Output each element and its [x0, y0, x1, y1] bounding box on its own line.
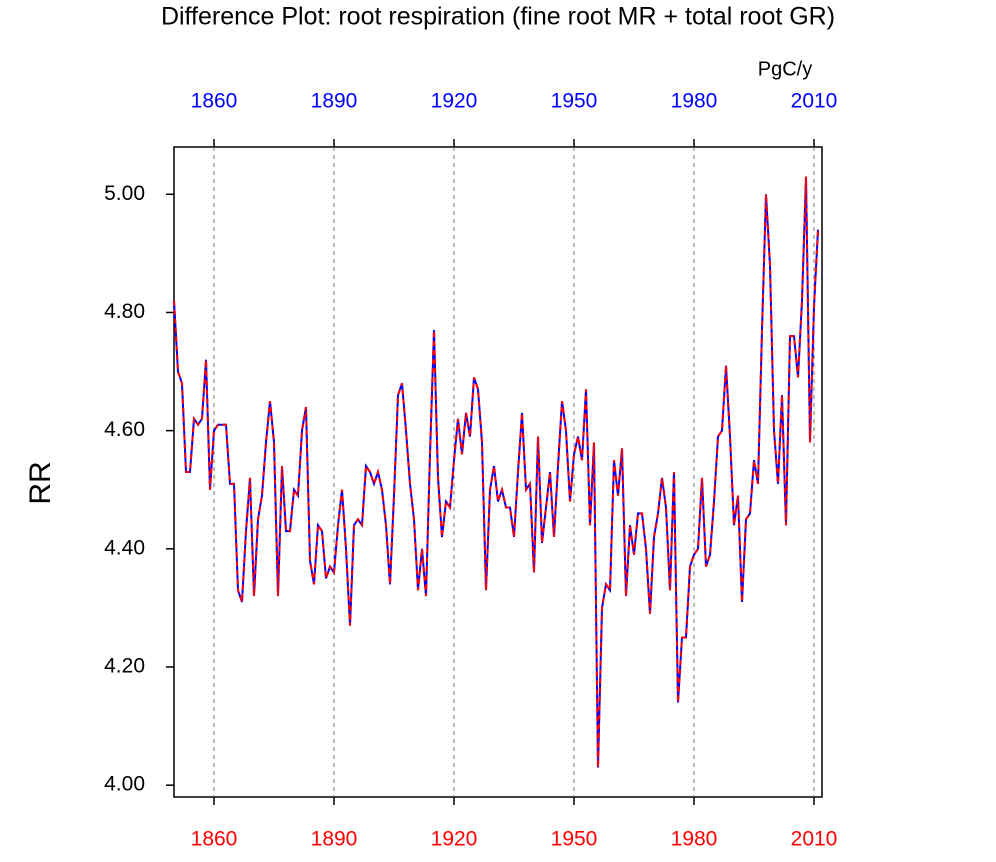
x-tick-label: 2010: [791, 828, 838, 851]
y-tick-label: 5.00: [104, 182, 145, 205]
x-tick-label-top: 1920: [431, 90, 478, 113]
x-tick-label-top: 2010: [791, 90, 838, 113]
x-tick-label: 1860: [191, 828, 238, 851]
y-tick-label: 4.80: [104, 300, 145, 323]
x-tick-label: 1890: [311, 828, 358, 851]
y-tick-label: 4.40: [104, 536, 145, 559]
x-tick-label-top: 1890: [311, 90, 358, 113]
y-tick-label: 4.20: [104, 655, 145, 678]
x-tick-label: 1980: [671, 828, 718, 851]
x-tick-label: 1950: [551, 828, 598, 851]
plot-frame: [173, 146, 823, 798]
x-tick-label-top: 1860: [191, 90, 238, 113]
y-tick-label: 4.00: [104, 773, 145, 796]
x-tick-label-top: 1980: [671, 90, 718, 113]
units-label: PgC/y: [758, 58, 812, 80]
data-line: [173, 176, 819, 768]
y-tick-label: 4.60: [104, 418, 145, 441]
x-tick-label-top: 1950: [551, 90, 598, 113]
data-line: [173, 176, 819, 768]
y-axis-label: RR: [24, 461, 57, 504]
chart-title: Difference Plot: root respiration (fine …: [161, 3, 835, 31]
x-tick-label: 1920: [431, 828, 478, 851]
